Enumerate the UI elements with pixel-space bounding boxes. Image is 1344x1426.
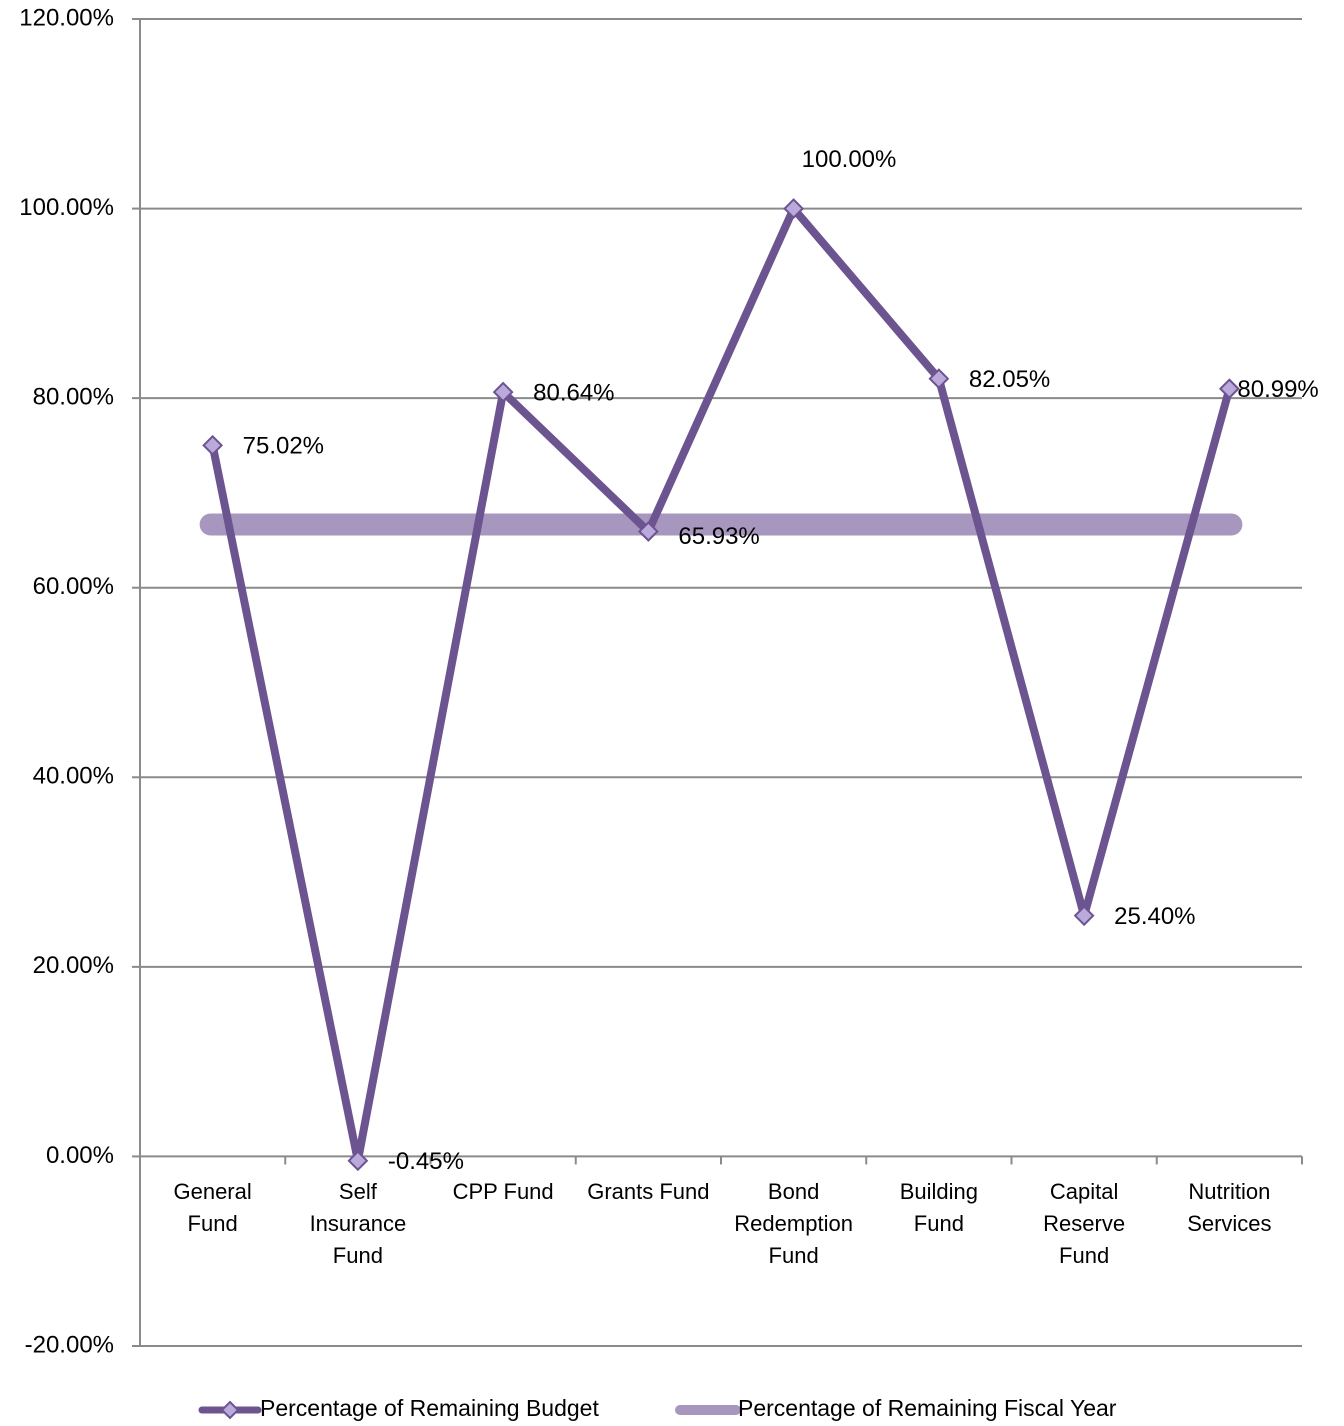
legend-marker bbox=[220, 1400, 240, 1420]
data-label: 75.02% bbox=[243, 433, 324, 460]
marker bbox=[783, 198, 805, 219]
y-tick-label: -20.00% bbox=[25, 1331, 114, 1358]
data-label: 80.99% bbox=[1237, 376, 1318, 403]
marker bbox=[1218, 378, 1240, 400]
data-label: 25.40% bbox=[1114, 903, 1195, 930]
series-line bbox=[208, 204, 1234, 1165]
marker bbox=[928, 368, 950, 390]
data-label: -0.45% bbox=[388, 1148, 464, 1175]
x-tick-label: General Fund bbox=[173, 1179, 252, 1236]
marker bbox=[492, 381, 514, 403]
y-tick-label: 0.00% bbox=[46, 1142, 114, 1169]
marker bbox=[347, 1150, 369, 1172]
y-tick-label: 100.00% bbox=[19, 194, 114, 221]
legend-label: Percentage of Remaining Fiscal Year bbox=[738, 1395, 1117, 1421]
y-tick-label: 20.00% bbox=[33, 952, 114, 979]
data-label: 65.93% bbox=[678, 523, 759, 550]
x-tick-label: Bond Redemption Fund bbox=[734, 1179, 853, 1268]
y-tick-label: 40.00% bbox=[33, 763, 114, 790]
y-tick-label: 80.00% bbox=[33, 383, 114, 410]
marker bbox=[202, 434, 224, 456]
data-label: 80.64% bbox=[533, 379, 614, 406]
legend-label: Percentage of Remaining Budget bbox=[260, 1395, 599, 1421]
data-label: 100.00% bbox=[802, 146, 897, 173]
x-tick-label: Self Insurance Fund bbox=[309, 1179, 407, 1268]
marker bbox=[1073, 905, 1095, 927]
x-tick-label: Building Fund bbox=[899, 1179, 979, 1236]
y-tick-label: 60.00% bbox=[33, 573, 114, 600]
x-tick-label: Nutrition Services bbox=[1187, 1179, 1272, 1236]
x-tick-label: Grants Fund bbox=[587, 1179, 710, 1204]
x-tick-label: Capital Reserve Fund bbox=[1043, 1179, 1126, 1268]
x-tick-label: CPP Fund bbox=[452, 1179, 554, 1204]
data-label: 82.05% bbox=[969, 366, 1050, 393]
y-tick-label: 120.00% bbox=[19, 4, 114, 31]
marker bbox=[637, 521, 659, 542]
